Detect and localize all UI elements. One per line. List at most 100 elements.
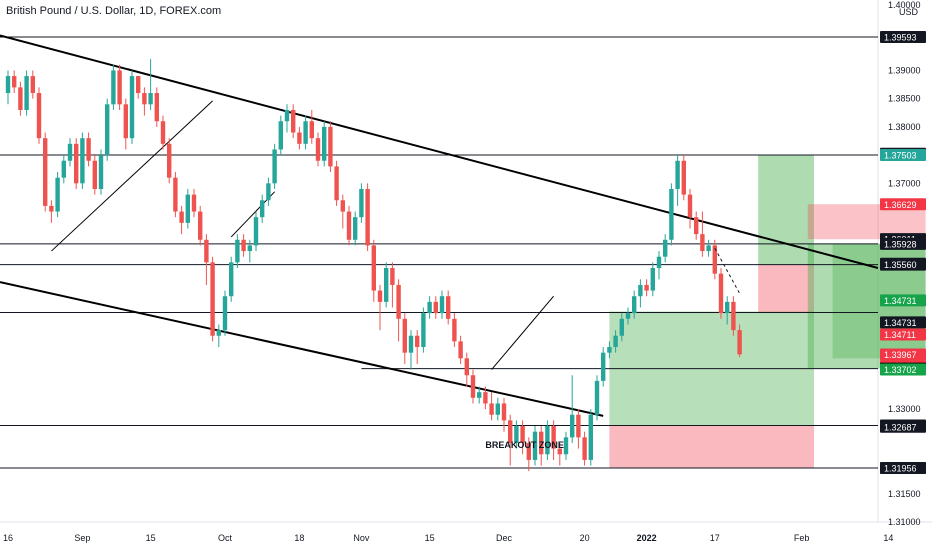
candle-body[interactable] [421, 313, 426, 348]
candle-body[interactable] [731, 301, 736, 331]
candle-body[interactable] [601, 352, 606, 381]
candle-body[interactable] [557, 448, 562, 455]
candle-body[interactable] [222, 296, 228, 331]
candle-body[interactable] [433, 301, 438, 314]
candle-body[interactable] [198, 211, 203, 240]
candle-body[interactable] [687, 194, 693, 218]
candle-body[interactable] [712, 245, 717, 274]
candle-body[interactable] [241, 239, 246, 252]
candle-body[interactable] [123, 104, 128, 139]
candle-body[interactable] [291, 109, 296, 133]
candle-body[interactable] [272, 149, 277, 184]
candle-body[interactable] [650, 268, 655, 291]
candle-body[interactable] [160, 121, 166, 144]
candle-body[interactable] [514, 426, 519, 443]
candle-body[interactable] [377, 290, 383, 302]
candle-body[interactable] [520, 426, 525, 443]
candle-body[interactable] [656, 256, 662, 268]
candle-body[interactable] [328, 126, 333, 167]
candle-body[interactable] [669, 188, 674, 240]
candle-body[interactable] [80, 138, 85, 184]
candle-body[interactable] [204, 239, 209, 263]
candle-body[interactable] [390, 268, 395, 285]
candle-body[interactable] [415, 335, 420, 348]
candle-body[interactable] [5, 76, 11, 94]
candle-body[interactable] [315, 138, 321, 161]
candle-body[interactable] [501, 403, 507, 421]
candle-body[interactable] [489, 403, 494, 415]
trendline[interactable] [51, 100, 213, 252]
candle-body[interactable] [613, 335, 618, 348]
candle-body[interactable] [148, 93, 153, 105]
candle-body[interactable] [706, 245, 711, 252]
candle-body[interactable] [619, 318, 624, 336]
candle-body[interactable] [526, 442, 531, 460]
candle-body[interactable] [229, 262, 234, 297]
candle-body[interactable] [210, 262, 215, 336]
candle-body[interactable] [700, 234, 705, 252]
candle-body[interactable] [334, 166, 339, 201]
candle-body[interactable] [427, 301, 432, 314]
candle-body[interactable] [446, 296, 451, 319]
candle-body[interactable] [359, 188, 364, 218]
candle-body[interactable] [191, 194, 197, 212]
candle-body[interactable] [179, 211, 184, 223]
candle-body[interactable] [117, 70, 122, 105]
candle-body[interactable] [136, 76, 141, 94]
candle-body[interactable] [588, 414, 593, 460]
candle-body[interactable] [247, 245, 252, 252]
candle-body[interactable] [396, 284, 401, 319]
candle-body[interactable] [67, 143, 73, 161]
candle-body[interactable] [495, 403, 500, 415]
candle-body[interactable] [470, 375, 476, 398]
candle-body[interactable] [532, 431, 538, 460]
candle-body[interactable] [663, 239, 668, 257]
candle-body[interactable] [98, 155, 104, 189]
candle-body[interactable] [235, 239, 240, 263]
candle-body[interactable] [681, 160, 686, 195]
candle-body[interactable] [675, 160, 680, 189]
candle-body[interactable] [185, 194, 190, 223]
candle-body[interactable] [625, 313, 631, 319]
candle-body[interactable] [570, 414, 575, 438]
candle-body[interactable] [55, 177, 60, 212]
candle-body[interactable] [92, 160, 97, 189]
candle-body[interactable] [508, 420, 513, 443]
candle-body[interactable] [464, 358, 469, 376]
candle-body[interactable] [284, 109, 290, 122]
candle-body[interactable] [253, 217, 259, 246]
candle-body[interactable] [309, 121, 314, 139]
candle-body[interactable] [346, 211, 352, 240]
candle-body[interactable] [384, 268, 389, 302]
candle-body[interactable] [260, 200, 265, 218]
candle-body[interactable] [216, 330, 221, 336]
candle-body[interactable] [266, 183, 271, 201]
candle-body[interactable] [694, 217, 699, 235]
candle-body[interactable] [297, 132, 302, 144]
candle-body[interactable] [322, 126, 327, 161]
candle-body[interactable] [129, 76, 135, 139]
candle-body[interactable] [458, 341, 463, 359]
candle-body[interactable] [545, 426, 550, 455]
trendline[interactable] [0, 281, 604, 417]
candle-body[interactable] [551, 426, 556, 449]
candle-body[interactable] [439, 296, 445, 314]
candle-body[interactable] [24, 76, 29, 110]
trendline[interactable] [0, 34, 879, 269]
candle-body[interactable] [353, 217, 358, 240]
candle-body[interactable] [12, 76, 17, 88]
candle-body[interactable] [49, 205, 54, 212]
candle-body[interactable] [576, 414, 581, 438]
candle-body[interactable] [632, 296, 637, 314]
candle-body[interactable] [725, 301, 730, 314]
candle-body[interactable] [594, 380, 600, 415]
candle-body[interactable] [718, 273, 724, 314]
candle-body[interactable] [563, 437, 569, 455]
candle-body[interactable] [167, 143, 172, 178]
candle-body[interactable] [365, 188, 370, 246]
candle-body[interactable] [173, 177, 178, 212]
candle-body[interactable] [477, 392, 482, 398]
candle-body[interactable] [483, 392, 488, 404]
trendline[interactable] [491, 295, 554, 370]
